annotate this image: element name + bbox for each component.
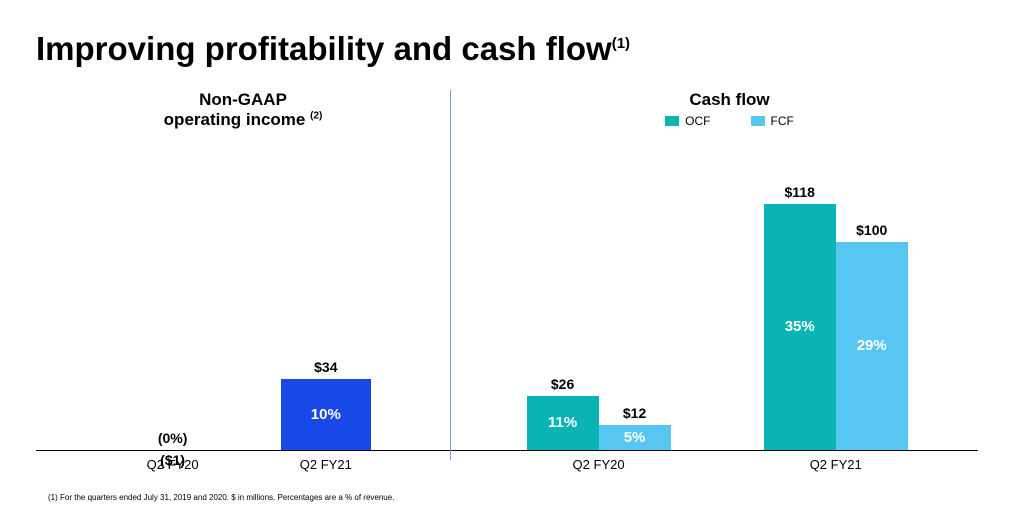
left-xlabels: Q2 FY20 Q2 FY21 bbox=[36, 457, 450, 475]
right-xlabels: Q2 FY20 Q2 FY21 bbox=[451, 457, 978, 475]
right-chart-title: Cash flow bbox=[481, 90, 978, 110]
bar-pct-label: 29% bbox=[857, 337, 887, 354]
left-title-line1: Non-GAAP bbox=[199, 90, 287, 109]
bar-value-label: $12 bbox=[623, 405, 646, 421]
legend-swatch bbox=[751, 116, 765, 126]
left-chart: Non-GAAP operating income (2) (0%)($1)$3… bbox=[36, 90, 450, 487]
chart-bar: $125% bbox=[599, 425, 671, 450]
charts-row: Non-GAAP operating income (2) (0%)($1)$3… bbox=[36, 90, 978, 487]
x-axis-label: Q2 FY20 bbox=[147, 457, 199, 472]
bar-pct-label: 10% bbox=[311, 406, 341, 423]
bar-pct-label: 5% bbox=[624, 429, 646, 446]
slide-title: Improving profitability and cash flow(1) bbox=[36, 30, 630, 68]
left-title-line2: operating income bbox=[164, 110, 306, 129]
right-chart: Cash flow OCFFCF $2611%$125%$11835%$1002… bbox=[451, 90, 978, 487]
legend-label: FCF bbox=[771, 114, 794, 128]
legend-item: OCF bbox=[665, 114, 710, 128]
title-text: Improving profitability and cash flow bbox=[36, 30, 612, 67]
footnote: (1) For the quarters ended July 31, 2019… bbox=[48, 493, 394, 503]
left-plot-area: (0%)($1)$3410% bbox=[36, 201, 450, 451]
bar-pct-label: (0%) bbox=[158, 430, 188, 446]
legend-item: FCF bbox=[751, 114, 794, 128]
bar-value-label: $100 bbox=[856, 222, 887, 238]
legend-swatch bbox=[665, 116, 679, 126]
title-sup: (1) bbox=[612, 35, 630, 52]
legend-label: OCF bbox=[685, 114, 710, 128]
chart-bar: $11835% bbox=[764, 204, 836, 450]
bar-pct-label: 35% bbox=[785, 318, 815, 335]
left-chart-title: Non-GAAP operating income (2) bbox=[36, 90, 450, 129]
chart-bar: $10029% bbox=[836, 242, 908, 450]
x-axis-label: Q2 FY21 bbox=[300, 457, 352, 472]
bar-pct-label: 11% bbox=[548, 414, 577, 431]
bar-value-label: $34 bbox=[314, 359, 337, 375]
bar-value-label: $118 bbox=[785, 184, 815, 200]
bar-value-label: $26 bbox=[551, 376, 574, 392]
chart-bar: $3410% bbox=[281, 379, 371, 450]
chart-bar: $2611% bbox=[527, 396, 599, 450]
x-axis-label: Q2 FY21 bbox=[810, 457, 862, 472]
left-title-sup: (2) bbox=[310, 110, 322, 121]
right-title-text: Cash flow bbox=[689, 90, 769, 109]
right-legend: OCF FCF bbox=[481, 114, 978, 128]
x-axis-label: Q2 FY20 bbox=[573, 457, 625, 472]
right-plot-area: $2611%$125%$11835%$10029% bbox=[451, 201, 978, 451]
